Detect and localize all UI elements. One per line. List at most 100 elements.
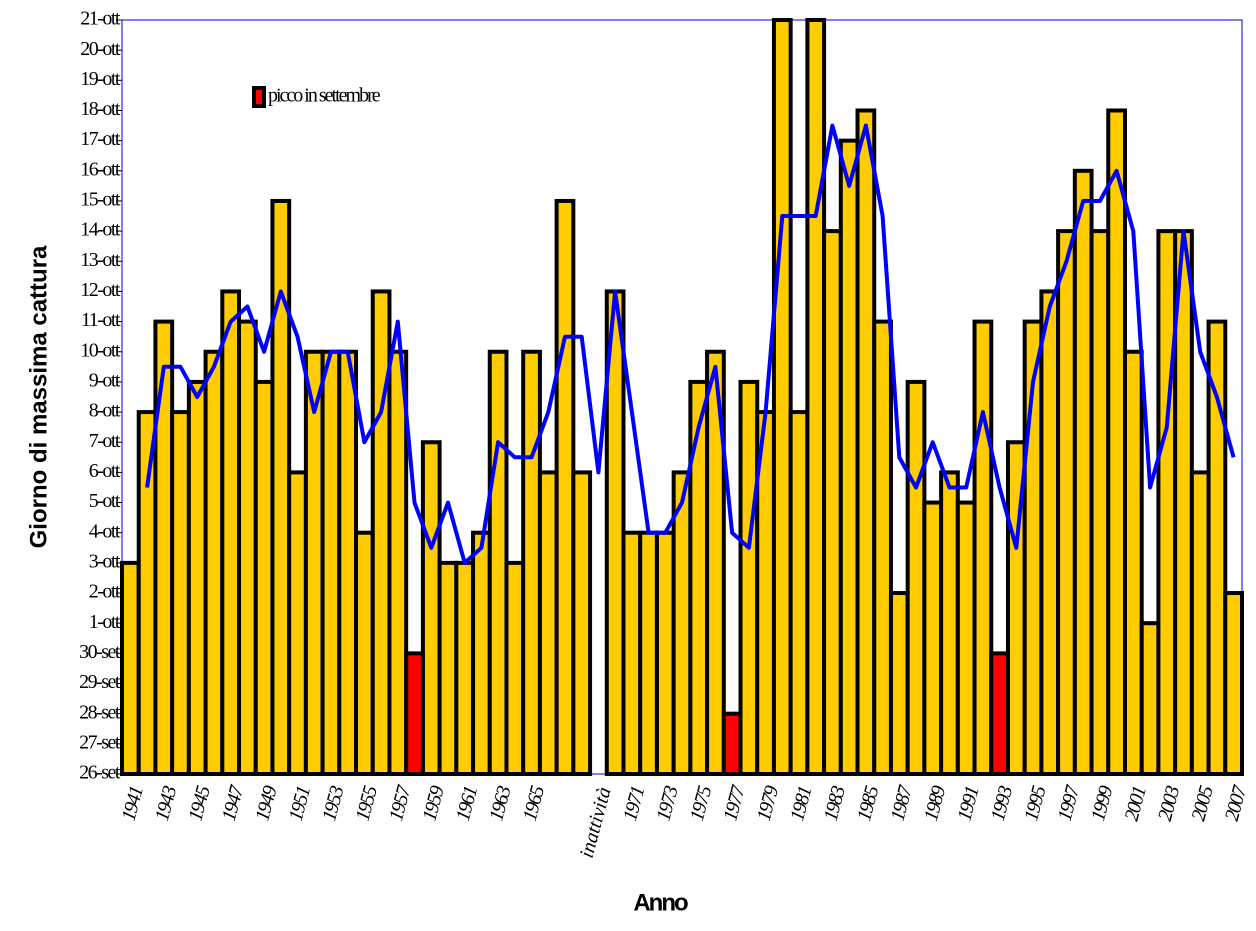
x-tick-label: 1963 bbox=[485, 783, 515, 823]
bar bbox=[955, 500, 977, 776]
y-tick-label: 27-set bbox=[79, 731, 121, 753]
x-tick-label: 1941 bbox=[118, 785, 148, 824]
bar bbox=[487, 349, 509, 776]
bar bbox=[186, 379, 208, 776]
y-tick-label: 1-ott bbox=[89, 611, 121, 633]
y-tick-label: 28-set bbox=[79, 701, 121, 723]
x-tick-label: 1955 bbox=[352, 783, 382, 823]
bar bbox=[1139, 621, 1161, 777]
bar bbox=[872, 319, 893, 776]
y-axis-title: Giorno di massima cattura bbox=[25, 245, 52, 548]
y-tick-label: 19-ott bbox=[80, 68, 121, 90]
legend-label: picco in settembre bbox=[268, 85, 381, 107]
x-tick-label: inattività bbox=[576, 785, 616, 860]
bar bbox=[203, 349, 225, 776]
legend-marker bbox=[252, 86, 266, 108]
y-tick-label: 4-ott bbox=[89, 520, 121, 542]
x-tick-label: 2007 bbox=[1221, 782, 1252, 823]
y-tick-label: 9-ott bbox=[89, 370, 121, 392]
bar bbox=[420, 440, 442, 776]
x-tick-label: 1945 bbox=[184, 783, 214, 823]
bar bbox=[638, 530, 659, 776]
x-tick-label: 1999 bbox=[1087, 783, 1117, 823]
y-tick-label: 11-ott bbox=[81, 309, 121, 331]
x-tick-label: 1965 bbox=[519, 783, 549, 823]
bar bbox=[537, 470, 559, 776]
bar bbox=[621, 530, 643, 776]
bar bbox=[1072, 168, 1094, 777]
y-tick-label: 17-ott bbox=[80, 128, 121, 150]
y-tick-label: 30-set bbox=[79, 641, 121, 663]
bar bbox=[1122, 349, 1144, 776]
bar bbox=[253, 379, 275, 776]
x-tick-label: 1995 bbox=[1020, 783, 1050, 823]
y-tick-label: 10-ott bbox=[80, 339, 121, 361]
bar bbox=[1089, 229, 1111, 776]
y-tick-label: 12-ott bbox=[80, 279, 121, 301]
bar bbox=[404, 651, 425, 776]
bar bbox=[688, 379, 710, 776]
bar bbox=[1206, 319, 1228, 776]
y-tick-label: 16-ott bbox=[80, 158, 121, 180]
bar bbox=[972, 319, 994, 776]
y-tick-label: 29-set bbox=[79, 671, 121, 693]
bar bbox=[220, 289, 242, 776]
x-tick-label: 2005 bbox=[1187, 783, 1217, 823]
x-tick-label: 1949 bbox=[251, 783, 281, 823]
x-tick-label: 1993 bbox=[987, 783, 1017, 823]
y-tick-label: 6-ott bbox=[89, 460, 121, 482]
y-tick-label: 5-ott bbox=[89, 490, 121, 512]
x-tick-label: 1989 bbox=[920, 783, 950, 823]
x-tick-label: 1957 bbox=[385, 782, 416, 823]
bar bbox=[1056, 229, 1077, 776]
y-tick-label: 2-ott bbox=[89, 581, 121, 603]
y-tick-label: 26-set bbox=[79, 762, 121, 784]
bar bbox=[521, 349, 542, 776]
x-tick-label: 1943 bbox=[151, 783, 181, 823]
bar bbox=[153, 319, 175, 776]
x-tick-label: 2003 bbox=[1154, 783, 1184, 823]
x-tick-label: 1975 bbox=[686, 783, 716, 823]
x-axis-title: Anno bbox=[633, 889, 688, 916]
bar bbox=[888, 591, 910, 776]
y-tick-label: 18-ott bbox=[80, 98, 121, 120]
bar bbox=[721, 711, 743, 776]
x-tick-label: 1951 bbox=[285, 785, 315, 824]
bar bbox=[788, 410, 810, 776]
bar bbox=[354, 530, 375, 776]
bar bbox=[1156, 229, 1178, 776]
bar bbox=[989, 651, 1010, 776]
bar bbox=[437, 560, 459, 776]
y-tick-label: 3-ott bbox=[89, 550, 121, 572]
bar bbox=[320, 349, 342, 776]
x-tick-label: 1961 bbox=[452, 785, 482, 824]
bar bbox=[1189, 470, 1211, 776]
x-tick-label: 1987 bbox=[887, 782, 918, 823]
bar bbox=[387, 349, 409, 776]
y-tick-label: 21-ott bbox=[80, 8, 121, 30]
bar bbox=[454, 560, 476, 776]
bar bbox=[571, 470, 593, 776]
y-tick-label: 8-ott bbox=[89, 400, 121, 422]
y-tick-label: 15-ott bbox=[80, 189, 121, 211]
bar bbox=[1223, 591, 1244, 776]
bar bbox=[370, 289, 392, 776]
bar bbox=[922, 500, 944, 776]
bar bbox=[939, 470, 960, 776]
x-tick-label: 1971 bbox=[619, 785, 649, 824]
x-tick-label: 1997 bbox=[1054, 782, 1085, 823]
bar bbox=[554, 198, 576, 776]
bar bbox=[303, 349, 325, 776]
bar bbox=[822, 229, 843, 776]
bar bbox=[654, 530, 676, 776]
bar bbox=[838, 138, 860, 776]
x-tick-label: 1973 bbox=[653, 783, 683, 823]
bar bbox=[855, 108, 877, 777]
x-tick-label: 1981 bbox=[786, 785, 816, 824]
bar bbox=[1039, 289, 1061, 776]
bar bbox=[705, 349, 726, 776]
bar bbox=[136, 410, 158, 776]
x-tick-label: 1979 bbox=[753, 783, 783, 823]
